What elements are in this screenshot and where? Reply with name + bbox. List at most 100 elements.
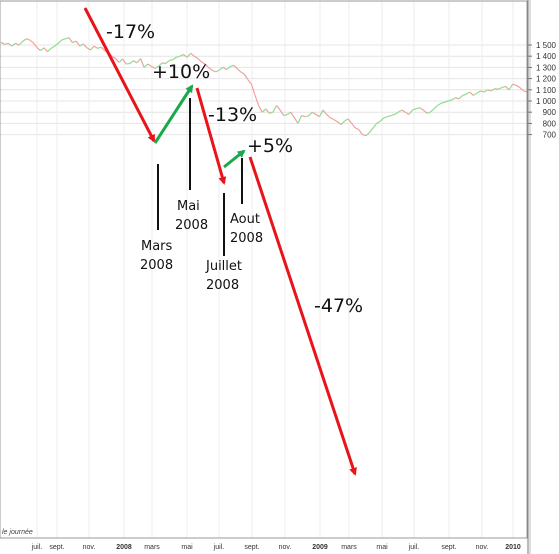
price-segment: [18, 41, 23, 46]
price-segment: [473, 92, 478, 96]
x-tick-label: sept.: [49, 544, 64, 551]
x-tick-label: 2008: [116, 544, 132, 551]
price-segment: [429, 108, 435, 113]
y-axis: 1 500 1 400 1 300 1 200 1 100 1 000 900 800 700: [528, 41, 557, 140]
price-segment: [326, 114, 331, 119]
x-tick-label: 2009: [312, 544, 328, 551]
y-tick-label: 1 000: [536, 97, 557, 106]
y-tick-label: 800: [543, 119, 557, 128]
price-segment: [376, 120, 381, 124]
price-segment: [261, 108, 267, 113]
price-segment: [15, 42, 20, 46]
price-segment: [440, 101, 445, 104]
price-segment: [82, 43, 88, 49]
price-segment: [336, 121, 342, 125]
y-tick-label: 1 100: [536, 86, 557, 95]
x-tick-label: juil.: [213, 544, 225, 551]
y-tick-label: 1 200: [536, 75, 557, 84]
price-segment: [75, 40, 81, 47]
x-tick-label: juil.: [408, 544, 420, 551]
price-segment: [161, 62, 166, 65]
price-segment: [408, 109, 413, 115]
price-segment: [448, 99, 453, 102]
plot-border: [0, 0, 528, 539]
price-segment: [501, 85, 506, 89]
price-segment: [43, 47, 48, 53]
price-segment: [258, 105, 263, 113]
price-segment: [50, 45, 55, 49]
price-segment: [243, 73, 249, 81]
price-segment: [383, 116, 388, 119]
y-tick-label: 1 500: [536, 41, 557, 50]
x-axis: juil. sept. nov. 2008 mars mai juil. sept. nov. 2…: [31, 544, 521, 551]
y-tick-label: 1 400: [536, 52, 557, 61]
price-segment: [158, 62, 163, 67]
price-segment: [476, 90, 481, 94]
y-tick-label: 900: [543, 108, 557, 117]
price-segment: [379, 117, 385, 122]
price-segment: [279, 109, 285, 116]
price-segment: [7, 42, 13, 47]
price-segment: [283, 113, 288, 117]
date-label-aout-month: Aout: [230, 212, 260, 227]
price-segment: [465, 91, 471, 95]
arrow-up-1: [153, 84, 194, 144]
price-segment: [218, 66, 224, 71]
price-segment: [176, 55, 181, 58]
price-segment: [233, 64, 238, 69]
price-series: [0, 37, 528, 137]
price-segment: [97, 46, 102, 49]
price-segment: [458, 94, 464, 100]
price-segment: [265, 108, 270, 114]
price-segment: [462, 93, 467, 96]
price-segment: [250, 84, 256, 96]
price-segment: [154, 65, 159, 70]
price-segment: [308, 111, 313, 116]
price-segment: [193, 55, 199, 59]
price-segment: [29, 39, 34, 44]
price-segment: [22, 38, 27, 43]
date-label-juillet-year: 2008: [206, 278, 239, 293]
price-segment: [358, 129, 363, 135]
price-segment: [318, 109, 324, 117]
price-segment: [47, 47, 52, 53]
pct-label-2: +10%: [152, 61, 210, 83]
price-segment: [354, 127, 360, 131]
price-segment: [57, 39, 63, 44]
price-segment: [172, 56, 177, 61]
price-segment: [215, 69, 220, 73]
price-segment: [111, 55, 116, 59]
price-segment: [150, 65, 156, 70]
price-segment: [480, 90, 485, 93]
price-segment: [340, 120, 345, 125]
price-segment: [100, 46, 106, 52]
price-segment: [515, 84, 521, 89]
date-label-mars-month: Mars: [141, 239, 173, 254]
price-segment: [344, 118, 349, 122]
price-segment: [451, 97, 456, 101]
price-segment: [68, 37, 74, 44]
price-segment: [240, 71, 245, 75]
price-segment: [236, 68, 242, 73]
price-segment: [4, 42, 9, 46]
price-segment: [290, 111, 295, 119]
price-segment: [65, 37, 70, 40]
x-tick-label: mars: [341, 544, 357, 551]
price-segment: [508, 83, 514, 91]
arrow-down-1: [83, 7, 156, 143]
price-segment: [483, 89, 488, 93]
date-label-mars-year: 2008: [140, 258, 173, 273]
price-segment: [208, 66, 213, 71]
y-tick-label: 700: [543, 131, 557, 140]
price-segment: [147, 63, 152, 67]
x-tick-label: sept.: [244, 544, 259, 551]
x-tick-label: sept.: [441, 544, 456, 551]
price-segment: [139, 58, 145, 68]
price-segment: [183, 54, 188, 58]
price-segment: [204, 63, 209, 68]
price-segment: [143, 63, 149, 68]
pct-label-1: -17%: [106, 21, 155, 43]
price-segment: [455, 97, 460, 100]
price-segment: [247, 79, 252, 85]
